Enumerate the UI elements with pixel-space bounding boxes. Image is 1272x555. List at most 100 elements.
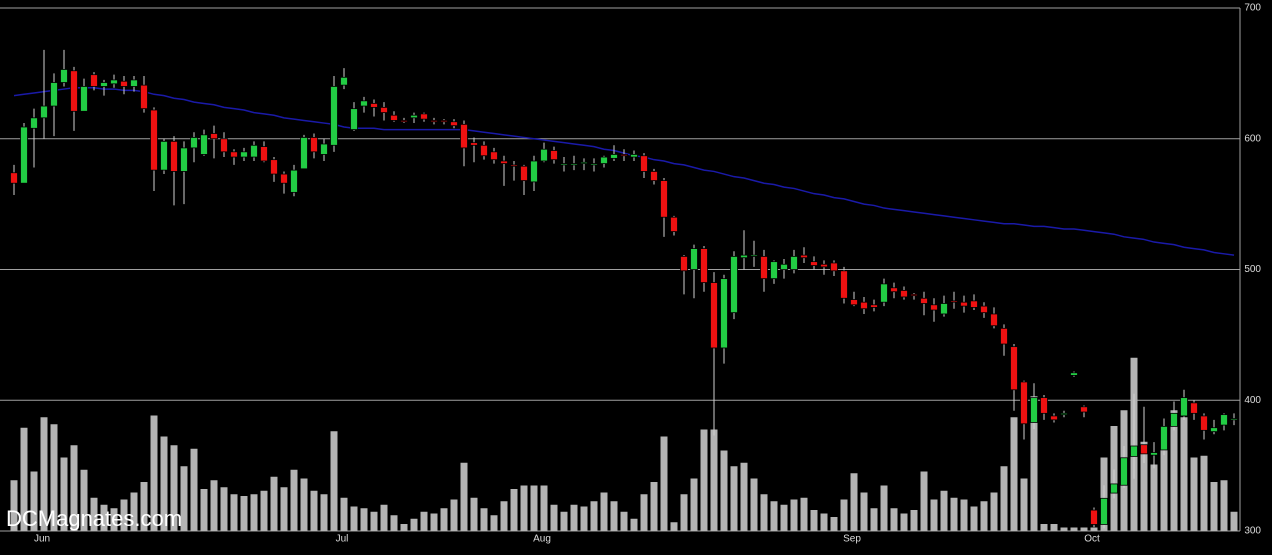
candle-body	[720, 278, 728, 349]
volume-bar	[900, 513, 908, 531]
candle-body	[520, 165, 528, 181]
candle-body	[190, 137, 198, 149]
candle-body	[1140, 444, 1148, 455]
candle-body	[620, 154, 628, 157]
candle-body	[580, 161, 588, 164]
candle-body	[740, 254, 748, 259]
volume-bar	[570, 504, 578, 531]
candle-body	[1020, 381, 1028, 425]
candle-body	[430, 120, 438, 123]
volume-bar	[80, 469, 88, 531]
candle-body	[560, 163, 568, 166]
volume-bar	[850, 473, 858, 531]
volume-bar	[230, 494, 238, 531]
volume-bar	[660, 436, 668, 531]
volume-bar	[390, 515, 398, 531]
candle-body	[110, 79, 118, 85]
volume-bar	[180, 466, 188, 531]
candle-body	[1180, 397, 1188, 417]
candle-body	[1070, 372, 1078, 376]
volume-bar	[1040, 524, 1048, 531]
volume-bar	[710, 429, 718, 531]
volume-bar	[1210, 482, 1218, 531]
candle-body	[590, 163, 598, 166]
volume-bar	[560, 511, 568, 531]
volume-bar	[70, 445, 78, 531]
volume-bar	[930, 499, 938, 531]
volume-bar	[210, 480, 218, 531]
candle-body	[160, 140, 168, 171]
volume-bar	[510, 489, 518, 531]
candle-body	[830, 262, 838, 272]
volume-bar	[940, 490, 948, 531]
candle-body	[240, 151, 248, 158]
candle-body	[340, 76, 348, 86]
volume-bar	[380, 504, 388, 531]
candle-body	[730, 256, 738, 314]
volume-bar	[670, 522, 678, 531]
candle-body	[1100, 497, 1108, 525]
candle-body	[670, 216, 678, 232]
candle-body	[180, 147, 188, 172]
volume-bar	[1220, 480, 1228, 531]
y-tick-label: 400	[1244, 395, 1261, 406]
volume-bar	[820, 513, 828, 531]
volume-bar	[1060, 527, 1068, 531]
candle-body	[870, 304, 878, 308]
volume-bar	[1200, 455, 1208, 531]
volume-bar	[400, 524, 408, 531]
volume-bar	[1230, 511, 1238, 531]
volume-bar	[430, 513, 438, 531]
volume-bar	[1180, 417, 1188, 531]
candle-body	[800, 254, 808, 259]
volume-bar	[320, 494, 328, 531]
candle-body	[40, 105, 48, 119]
candle-body	[810, 261, 818, 266]
volume-bar	[90, 497, 98, 531]
volume-bar	[530, 485, 538, 531]
candle-body	[770, 261, 778, 280]
volume-bar	[360, 508, 368, 531]
volume-bar	[1170, 410, 1178, 531]
volume-bar	[880, 485, 888, 531]
volume-bar	[1010, 417, 1018, 531]
volume-bar	[10, 480, 18, 531]
candle-body	[210, 133, 218, 140]
candle-body	[1160, 425, 1168, 451]
candle-body	[490, 151, 498, 161]
volume-bar	[580, 506, 588, 531]
volume-bar	[440, 508, 448, 531]
volume-bar	[1150, 464, 1158, 531]
volume-bar	[650, 482, 658, 531]
candle-body	[400, 120, 408, 123]
volume-bar	[1000, 466, 1008, 531]
volume-bar	[840, 499, 848, 531]
volume-bar	[790, 499, 798, 531]
candle-body	[790, 256, 798, 270]
candle-body	[900, 290, 908, 298]
volume-bar	[1160, 443, 1168, 531]
candle-body	[1080, 406, 1088, 413]
candle-body	[640, 155, 648, 172]
candle-body	[1010, 346, 1018, 391]
volume-bar	[1070, 527, 1078, 531]
volume-bar	[160, 436, 168, 531]
candle-body	[1050, 415, 1058, 421]
candle-body	[970, 300, 978, 308]
candle-body	[120, 80, 128, 87]
plot: 300 400 500 600 700 Jun Jul Aug Sep Oct	[0, 3, 1261, 545]
candle-body	[950, 300, 958, 303]
volume-bar	[280, 487, 288, 531]
candle-body	[30, 117, 38, 129]
candle-body	[230, 151, 238, 158]
volume-bar	[640, 494, 648, 531]
volume-bar	[110, 508, 118, 531]
x-tick-label: Jun	[34, 534, 50, 545]
volume-bar	[990, 492, 998, 531]
volume-bar	[340, 497, 348, 531]
candle-body	[750, 254, 758, 257]
candle-body	[1220, 414, 1228, 426]
volume-bar	[550, 504, 558, 531]
candle-body	[600, 156, 608, 164]
candle-body	[480, 144, 488, 157]
